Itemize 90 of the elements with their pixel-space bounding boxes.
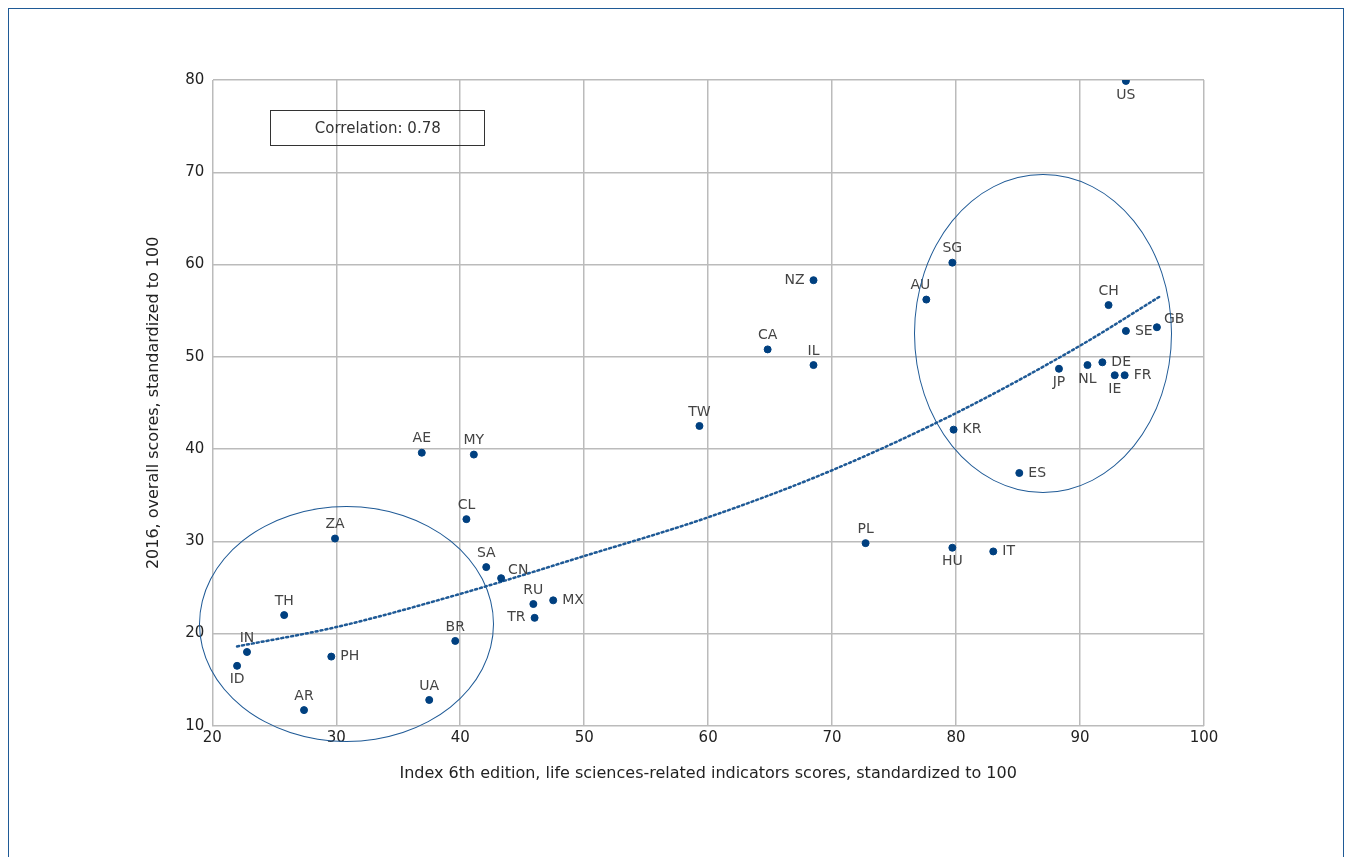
annotation: PH [340,647,360,664]
point [922,295,931,304]
x-tick-label: 50 [574,727,594,746]
y-tick-label: 50 [185,346,205,365]
point [1110,371,1119,380]
point [1098,358,1107,367]
annotation: CA [757,326,778,343]
x-tick-label: 60 [698,727,718,746]
point [425,695,434,704]
y-tick-label: 80 [185,69,205,88]
x-axis-title: Index 6th edition, life sciences-related indicators scores, standardized to 100 [399,762,1017,782]
point [1015,469,1024,478]
annotation: PL [857,519,874,536]
x-tick-label: 100 [1189,727,1219,746]
annotation: CL [457,495,476,512]
point [809,276,818,285]
point [1104,301,1113,310]
point [695,421,704,430]
annotation: AR [294,686,314,703]
annotation: AE [412,429,432,446]
annotation: SG [942,239,963,256]
y-axis-title: 2016, overall scores, standardized to 100 [142,236,162,570]
annotation: ZA [325,515,346,532]
annotation: CH [1098,281,1119,298]
point [233,661,242,670]
point [1054,364,1063,373]
annotation: IL [807,341,820,358]
annotation: NZ [784,270,805,287]
annotation: BR [445,617,466,634]
annotation: KR [962,420,982,437]
annotation: US [1116,85,1136,102]
annotation: JP [1051,373,1066,390]
point [1083,361,1092,370]
x-tick-label: 30 [326,727,346,746]
annotation: TR [506,608,526,625]
point [948,258,957,267]
point [949,425,958,434]
point [530,613,539,622]
annotation: CN [508,560,529,577]
annotation: ID [229,670,245,687]
line-series [235,295,1161,648]
point [948,543,957,552]
point [280,611,289,620]
y-tick-label: 10 [185,715,205,734]
point [482,563,491,572]
point [462,515,471,524]
point [331,534,340,543]
point [469,450,478,459]
y-tick-label: 40 [185,438,205,457]
annotation: MY [463,431,485,448]
point [1120,371,1129,380]
point [989,547,998,556]
annotation: ES [1028,463,1047,480]
annotation: TW [687,402,711,419]
annotation: IE [1108,379,1122,396]
annotation: UA [419,676,440,693]
point [809,361,818,370]
x-tick-label: 90 [1070,727,1090,746]
annotation: IN [239,628,255,645]
annotation: MX [562,590,585,607]
y-tick-label: 20 [185,623,205,642]
x-tick-label: 40 [450,727,470,746]
annotation: Correlation: 0.78 [270,110,486,146]
point [451,636,460,645]
x-tick-label: 20 [202,727,222,746]
annotation: TH [273,591,294,608]
point [1152,323,1161,332]
annotation: HU [941,552,963,569]
annotation: SA [476,543,497,560]
point [763,345,772,354]
point [529,600,538,609]
point [549,596,558,605]
point [300,706,309,715]
annotation: FR [1133,365,1152,382]
y-tick-label: 70 [185,162,205,181]
x-tick-label: 80 [946,727,966,746]
y-tick-label: 30 [185,531,205,550]
annotation: DE [1111,352,1131,369]
annotation: SE [1134,321,1153,338]
annotation: RU [523,580,544,597]
point [861,539,870,548]
annotation: NL [1078,369,1097,386]
y-tick-label: 60 [185,254,205,273]
point [327,652,336,661]
point [497,574,506,583]
point [1121,326,1130,335]
point [243,647,251,656]
point [417,448,426,457]
annotation: IT [1002,542,1016,559]
x-tick-label: 70 [822,727,842,746]
